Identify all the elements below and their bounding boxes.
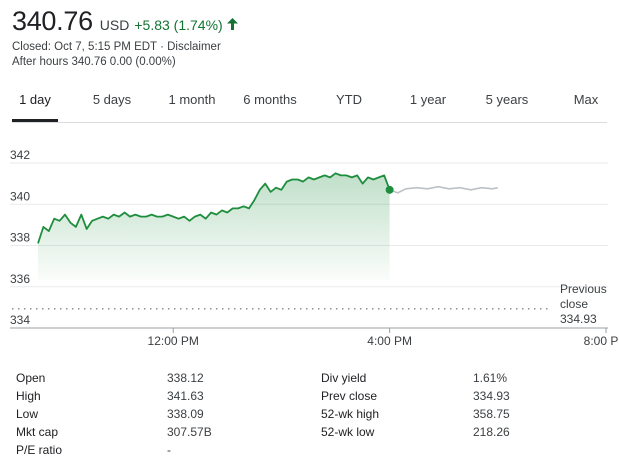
stat-value: - <box>167 443 171 457</box>
stat-label: Div yield <box>321 371 367 385</box>
last-price-dot <box>385 185 394 194</box>
disclaimer-link[interactable]: Disclaimer <box>167 41 221 53</box>
stat-row: Mkt cap 307.57B 52-wk low 218.26 <box>16 423 611 441</box>
y-tick-label: 334 <box>10 313 30 327</box>
price-chart-svg: 342 340 338 336 334 12:00 PM 4:00 PM 8:00 PM Pre… <box>10 148 619 348</box>
stat-row: High 341.63 Prev close 334.93 <box>16 387 611 405</box>
stat-label: 52-wk high <box>321 407 380 421</box>
range-tabs: 1 day 5 days 1 month 6 months YTD 1 year… <box>12 86 607 123</box>
y-tick-label: 340 <box>10 189 30 203</box>
stat-value: 307.57B <box>167 425 212 439</box>
price-chart[interactable]: 342 340 338 336 334 12:00 PM 4:00 PM 8:00 PM Pre… <box>0 140 619 355</box>
stat-value: 341.63 <box>167 389 204 403</box>
y-tick-label: 336 <box>10 272 30 286</box>
stat-value: 1.61% <box>473 371 508 385</box>
stat-value: 338.12 <box>167 371 204 385</box>
stat-row: P/E ratio - <box>16 441 611 459</box>
stat-row: Low 338.09 52-wk high 358.75 <box>16 405 611 423</box>
price-area-fill <box>38 173 390 280</box>
y-tick-label: 338 <box>10 231 30 245</box>
stat-row: Open 338.12 Div yield 1.61% <box>16 369 611 387</box>
key-stats: Open 338.12 Div yield 1.61% High 341.63 … <box>16 369 611 459</box>
tab-ytd[interactable]: YTD <box>336 92 362 107</box>
tab-max[interactable]: Max <box>573 92 599 107</box>
tab-1-day[interactable]: 1 day <box>12 86 58 122</box>
tab-1-year[interactable]: 1 year <box>409 92 447 107</box>
after-hours-line <box>389 185 498 194</box>
stat-value: 338.09 <box>167 407 204 421</box>
stat-label: High <box>16 389 41 403</box>
tab-5-days[interactable]: 5 days <box>92 92 132 107</box>
after-hours-quote: After hours 340.76 0.00 (0.00%) <box>12 56 176 68</box>
previous-close-label: close <box>560 297 588 311</box>
meta-separator: · <box>156 41 168 53</box>
stat-label: 52-wk low <box>321 425 375 439</box>
arrow-up-icon <box>226 17 238 33</box>
price-change: +5.83 (1.74%) <box>134 17 223 33</box>
currency-label: USD <box>99 17 130 33</box>
tab-1-month[interactable]: 1 month <box>168 92 216 107</box>
stat-value: 218.26 <box>473 425 510 439</box>
regular-session-line <box>37 172 391 244</box>
stat-label: Low <box>16 407 39 421</box>
current-price: 340.76 <box>12 6 93 36</box>
stat-label: Prev close <box>321 389 378 403</box>
stat-label: P/E ratio <box>16 443 63 457</box>
price-row: 340.76 USD +5.83 (1.74%) <box>12 6 612 37</box>
tab-6-months[interactable]: 6 months <box>243 92 297 107</box>
previous-close-value: 334.93 <box>560 312 597 326</box>
quote-header: 340.76 USD +5.83 (1.74%) Closed: Oct 7, … <box>12 6 612 70</box>
x-tick-label: 4:00 PM <box>367 334 412 348</box>
closed-time: Closed: Oct 7, 5:15 PM EDT <box>12 41 157 53</box>
market-status: Closed: Oct 7, 5:15 PM EDT · Disclaimer <box>12 40 612 55</box>
tab-5-years[interactable]: 5 years <box>485 92 529 107</box>
stat-label: Mkt cap <box>16 425 59 439</box>
stat-value: 358.75 <box>473 407 510 421</box>
previous-close-label: Previous <box>560 282 607 296</box>
stat-label: Open <box>16 371 46 385</box>
stat-value: 334.93 <box>473 389 510 403</box>
x-tick-label: 12:00 PM <box>148 334 199 348</box>
x-tick-label: 8:00 PM <box>584 334 619 348</box>
y-tick-label: 342 <box>10 148 30 162</box>
